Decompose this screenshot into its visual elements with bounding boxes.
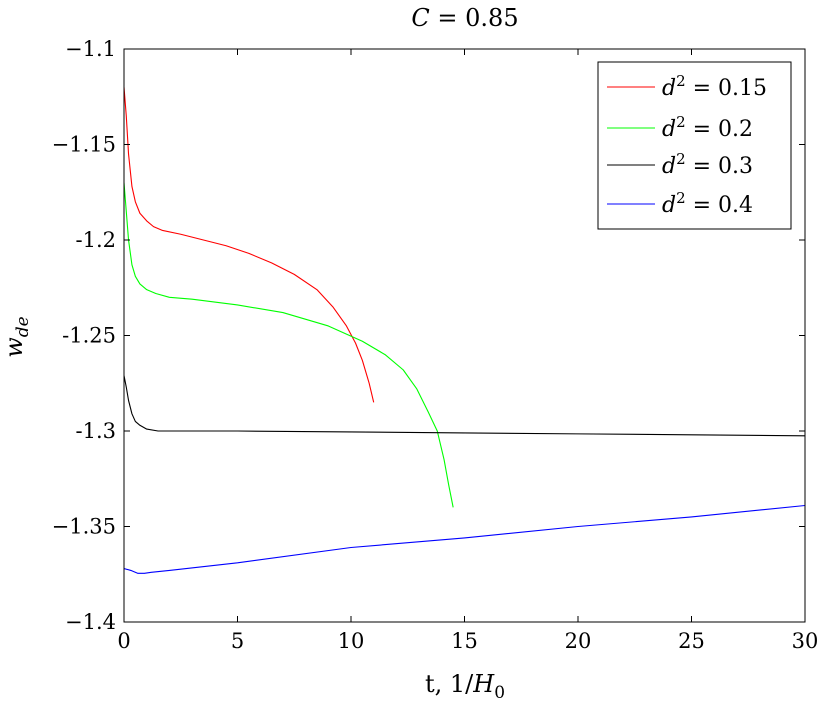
x-tick-label: 20	[565, 629, 592, 653]
x-tick-label: 5	[231, 629, 244, 653]
x-tick-label: 0	[117, 629, 130, 653]
x-axis-label-var: H	[472, 670, 495, 698]
legend-box	[597, 61, 792, 230]
y-tick-label: -1.25	[62, 324, 116, 348]
y-tick-label: -1.3	[76, 419, 117, 443]
ticks-layer: 0 5 10 15 20 25 30 −1.4 −1.35 -1.3 -1.25 -1.2 −1.15 −…	[52, 37, 819, 653]
chart-title-value: = 0.85	[430, 4, 519, 32]
plot-frame	[123, 48, 806, 623]
chart-title: C = 0.85	[411, 4, 518, 32]
y-axis-label-var: w	[0, 337, 28, 358]
y-tick-label: −1.15	[52, 133, 116, 157]
series-line-2	[124, 375, 805, 437]
x-tick-label: 25	[678, 629, 705, 653]
x-axis-label: t, 1/H0	[425, 670, 505, 702]
y-tick-label: −1.4	[65, 610, 116, 634]
y-axis-label-sub: de	[13, 316, 33, 337]
series-layer	[124, 87, 805, 574]
legend-label-2: d2 = 0.3	[662, 150, 753, 179]
chart-title-variable: C	[411, 4, 429, 32]
y-tick-label: −1.35	[52, 515, 116, 539]
x-axis-label-prefix: t, 1/	[425, 670, 474, 698]
legend-label-0: d2 = 0.15	[662, 72, 767, 101]
y-tick-label: -1.2	[76, 228, 117, 252]
x-tick-label: 15	[451, 629, 478, 653]
y-tick-label: −1.1	[65, 37, 116, 61]
series-line-0	[124, 87, 375, 403]
y-axis-label: wde	[0, 316, 33, 358]
x-axis-label-sub: 0	[494, 683, 505, 702]
x-tick-label: 10	[338, 629, 365, 653]
series-line-3	[124, 504, 805, 574]
series-line-1	[124, 182, 454, 508]
legend-label-1: d2 = 0.2	[662, 113, 753, 142]
legend: d2 = 0.15 d2 = 0.2 d2 = 0.3 d2 = 0.4	[597, 61, 792, 230]
x-tick-label: 30	[792, 629, 819, 653]
legend-label-3: d2 = 0.4	[662, 189, 753, 218]
